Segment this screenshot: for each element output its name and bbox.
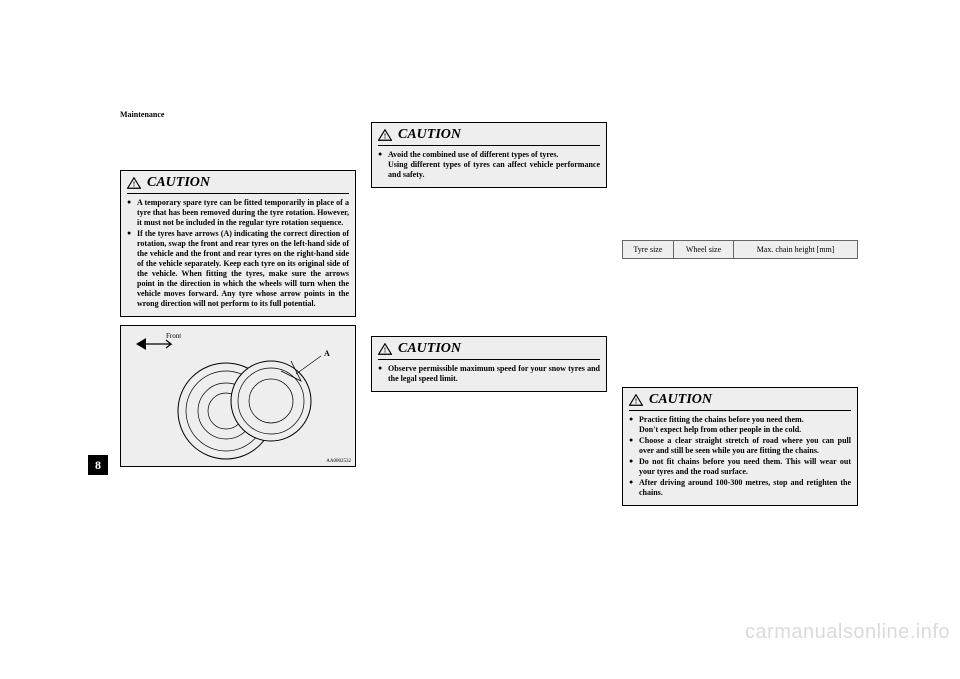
front-label: Front [166, 332, 181, 340]
caution-title: CAUTION [398, 127, 461, 143]
caution-item: Practice fitting the chains before you n… [629, 415, 851, 435]
caution-box-2a: ! CAUTION Avoid the combined use of diff… [371, 122, 607, 188]
table-row: Tyre size Wheel size Max. chain height [… [623, 241, 858, 259]
column-2: ! CAUTION Avoid the combined use of diff… [371, 140, 607, 514]
page-tab: 8 [88, 455, 108, 475]
tyre-chain-table: Tyre size Wheel size Max. chain height [… [622, 240, 858, 259]
caution-list: Observe permissible maximum speed for yo… [378, 364, 600, 384]
table-header-cell: Wheel size [673, 241, 733, 259]
column-1: ! CAUTION A temporary spare tyre can be … [120, 140, 356, 514]
svg-text:!: ! [384, 346, 387, 355]
spacer [622, 267, 858, 387]
tyre-diagram: A Front AA0002532 [120, 325, 356, 467]
warning-triangle-icon: ! [378, 129, 392, 141]
caution-item: Avoid the combined use of different type… [378, 150, 600, 180]
image-code: AA0002532 [326, 459, 351, 464]
marker-a-label: A [324, 349, 330, 358]
section-header: Maintenance [120, 110, 164, 119]
page-content: Maintenance ! CAUTION A temporary spare … [120, 110, 860, 650]
caution-header: ! CAUTION [629, 392, 851, 411]
caution-title: CAUTION [147, 175, 210, 191]
caution-item: After driving around 100-300 metres, sto… [629, 478, 851, 498]
caution-item: Observe permissible maximum speed for yo… [378, 364, 600, 384]
svg-text:!: ! [384, 132, 387, 141]
spacer [371, 196, 607, 336]
tyre-illustration-icon: A [121, 326, 356, 466]
warning-triangle-icon: ! [127, 177, 141, 189]
caution-list: Avoid the combined use of different type… [378, 150, 600, 180]
caution-header: ! CAUTION [378, 127, 600, 146]
content-columns: ! CAUTION A temporary spare tyre can be … [120, 140, 860, 514]
table-header-cell: Tyre size [623, 241, 674, 259]
watermark: carmanualsonline.info [745, 621, 950, 644]
caution-header: ! CAUTION [127, 175, 349, 194]
caution-title: CAUTION [649, 392, 712, 408]
caution-box-1: ! CAUTION A temporary spare tyre can be … [120, 170, 356, 317]
svg-text:!: ! [635, 397, 638, 406]
caution-item: If the tyres have arrows (A) indicating … [127, 229, 349, 309]
column-3: Tyre size Wheel size Max. chain height [… [622, 140, 858, 514]
caution-title: CAUTION [398, 341, 461, 357]
caution-list: A temporary spare tyre can be fitted tem… [127, 198, 349, 309]
warning-triangle-icon: ! [629, 394, 643, 406]
caution-item: Do not fit chains before you need them. … [629, 457, 851, 477]
caution-list: Practice fitting the chains before you n… [629, 415, 851, 498]
caution-item: Choose a clear straight stretch of road … [629, 436, 851, 456]
svg-text:!: ! [133, 180, 136, 189]
table-header-cell: Max. chain height [mm] [734, 241, 858, 259]
caution-box-2b: ! CAUTION Observe permissible maximum sp… [371, 336, 607, 392]
caution-item: A temporary spare tyre can be fitted tem… [127, 198, 349, 228]
warning-triangle-icon: ! [378, 343, 392, 355]
caution-box-3: ! CAUTION Practice fitting the chains be… [622, 387, 858, 506]
caution-header: ! CAUTION [378, 341, 600, 360]
